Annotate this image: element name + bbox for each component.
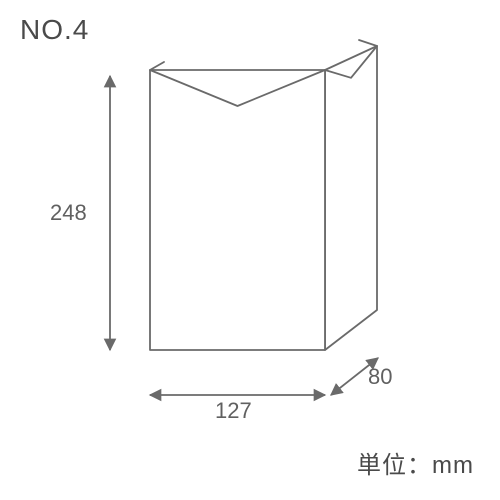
bag-diagram <box>0 0 500 500</box>
bag-shape <box>150 40 377 350</box>
